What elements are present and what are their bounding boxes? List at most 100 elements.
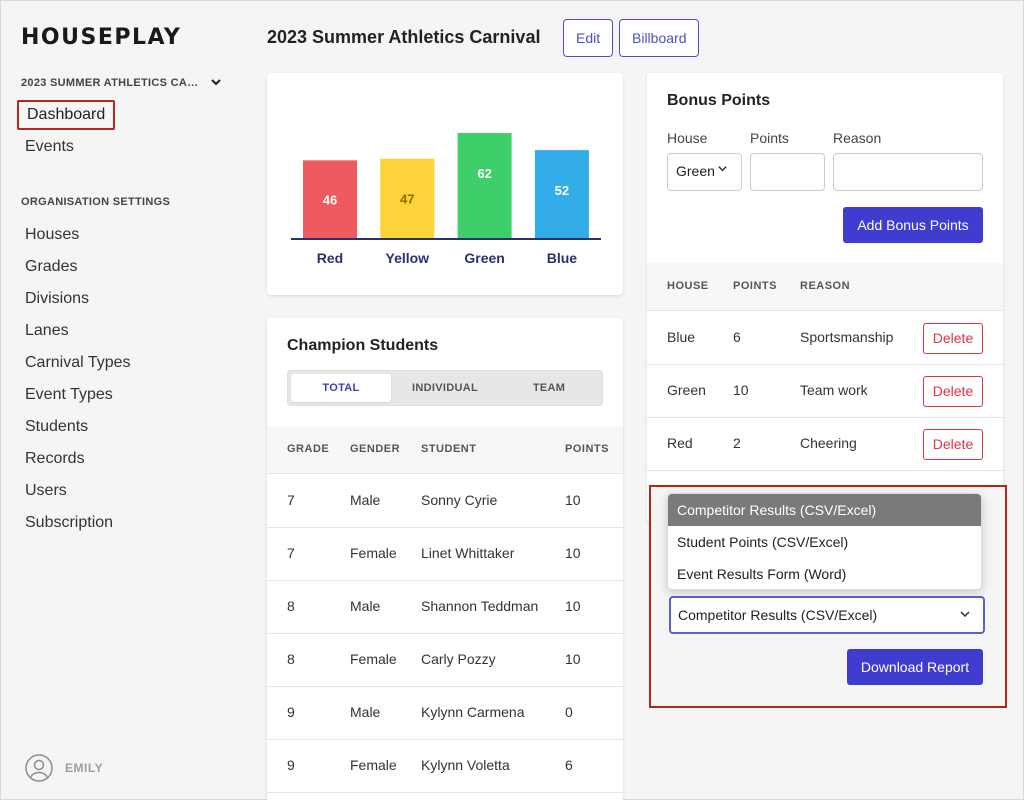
chevron-down-icon — [717, 163, 728, 177]
cell-grade: 8 — [287, 598, 295, 614]
edit-button[interactable]: Edit — [563, 19, 614, 57]
org-settings-heading: ORGANISATION SETTINGS — [21, 196, 171, 208]
tab-total[interactable]: TOTAL — [291, 374, 391, 402]
table-row: Blue 6 Sportsmanship Delete — [647, 312, 1003, 365]
cell-points: 6 — [565, 757, 573, 773]
col-gender: GENDER — [350, 443, 401, 455]
nav-lanes[interactable]: Lanes — [25, 322, 69, 339]
chevron-down-icon — [210, 76, 222, 91]
cell-points: 10 — [565, 545, 581, 561]
cell-gender: Female — [350, 545, 397, 561]
table-row: 7 Female Linet Whittaker 10 — [267, 528, 623, 581]
tab-team[interactable]: TEAM — [532, 382, 566, 394]
tab-individual[interactable]: INDIVIDUAL — [412, 382, 478, 394]
bar-red — [303, 160, 357, 239]
table-row: 9 Female Kylynn Voletta 6 — [267, 740, 623, 793]
table-row: Red 2 Cheering Delete — [647, 418, 1003, 471]
nav-grades[interactable]: Grades — [25, 258, 78, 275]
champion-students-card: Champion Students TOTAL INDIVIDUAL TEAM … — [267, 318, 623, 800]
delete-button[interactable]: Delete — [923, 429, 983, 460]
cell-house: Green — [667, 382, 706, 398]
table-row: 7 Male Sonny Cyrie 10 — [267, 475, 623, 528]
category-label: Blue — [547, 250, 578, 266]
report-option-competitor-results[interactable]: Competitor Results (CSV/Excel) — [668, 494, 981, 526]
nav-users[interactable]: Users — [25, 482, 67, 499]
cell-gender: Male — [350, 704, 381, 720]
house-select[interactable]: Green — [667, 153, 742, 191]
cell-student: Kylynn Voletta — [421, 757, 510, 773]
report-option-event-results-form[interactable]: Event Results Form (Word) — [677, 566, 847, 582]
cell-gender: Female — [350, 757, 397, 773]
bar-value-label: 62 — [477, 166, 491, 181]
points-input[interactable] — [750, 153, 825, 191]
cell-grade: 9 — [287, 757, 295, 773]
bonus-points-title: Bonus Points — [667, 92, 771, 109]
page-title: 2023 Summer Athletics Carnival — [267, 27, 541, 47]
cell-gender: Female — [350, 651, 397, 667]
house-points-chart-card: 46 Red 47 Yellow 62 Green 52 Blue — [267, 73, 623, 295]
nav-students[interactable]: Students — [25, 418, 89, 435]
cell-reason: Sportsmanship — [800, 329, 894, 345]
col-reason: REASON — [800, 280, 851, 292]
nav-houses[interactable]: Houses — [25, 226, 80, 243]
bar-yellow — [380, 158, 435, 239]
reason-input[interactable] — [833, 153, 983, 191]
cell-student: Carly Pozzy — [421, 651, 496, 667]
cell-student: Kylynn Carmena — [421, 704, 525, 720]
carnival-selector-label: 2023 SUMMER ATHLETICS CA… — [21, 77, 199, 89]
cell-grade: 8 — [287, 651, 295, 667]
user-name: EMILY — [65, 761, 104, 775]
nav-divisions[interactable]: Divisions — [25, 290, 90, 307]
col-grade: GRADE — [287, 443, 330, 455]
nav-subscription[interactable]: Subscription — [25, 514, 114, 531]
add-bonus-points-button[interactable]: Add Bonus Points — [843, 207, 983, 243]
cell-reason: Team work — [800, 382, 868, 398]
table-row: 8 Male Shannon Teddman 10 — [267, 581, 623, 634]
delete-button[interactable]: Delete — [923, 376, 983, 407]
carnival-selector[interactable]: 2023 SUMMER ATHLETICS CA… — [21, 77, 227, 89]
nav-events[interactable]: Events — [25, 138, 74, 155]
col-points: POINTS — [733, 280, 777, 292]
bonus-table-header: HOUSE POINTS REASON — [647, 263, 1003, 311]
download-report-button[interactable]: Download Report — [847, 649, 983, 685]
report-option-student-points[interactable]: Student Points (CSV/Excel) — [677, 534, 849, 550]
table-row: 9 Male Kylynn Carmena 0 — [267, 687, 623, 740]
cell-points: 10 — [565, 598, 581, 614]
cell-gender: Male — [350, 492, 381, 508]
cell-grade: 7 — [287, 545, 295, 561]
sidebar: HOUSEPLAY 2023 SUMMER ATHLETICS CA… Dash… — [1, 1, 247, 800]
cell-student: Shannon Teddman — [421, 598, 539, 614]
chevron-down-icon — [959, 608, 971, 623]
report-type-value: Competitor Results (CSV/Excel) — [678, 607, 878, 623]
champion-table-header: GRADE GENDER STUDENT POINTS — [267, 426, 623, 474]
brand-logo: HOUSEPLAY — [21, 25, 182, 50]
house-points-chart: 46 Red 47 Yellow 62 Green 52 Blue — [291, 133, 601, 266]
cell-points: 6 — [733, 329, 741, 345]
nav-records[interactable]: Records — [25, 450, 85, 467]
category-label: Green — [464, 250, 504, 266]
points-label: Points — [750, 130, 789, 146]
user-menu[interactable]: EMILY — [25, 754, 103, 782]
nav-event-types[interactable]: Event Types — [25, 386, 113, 403]
nav-dashboard[interactable]: Dashboard — [17, 100, 116, 130]
cell-points: 10 — [733, 382, 749, 398]
nav-carnival-types[interactable]: Carnival Types — [25, 354, 131, 371]
bar-value-label: 46 — [323, 193, 337, 208]
col-points: POINTS — [565, 443, 609, 455]
table-row: 8 Female Carly Pozzy 10 — [267, 634, 623, 687]
cell-points: 0 — [565, 704, 573, 720]
bar-value-label: 52 — [555, 183, 569, 198]
cell-student: Linet Whittaker — [421, 545, 515, 561]
col-student: STUDENT — [421, 443, 477, 455]
cell-points: 2 — [733, 435, 741, 451]
cell-points: 10 — [565, 492, 581, 508]
house-label: House — [667, 130, 708, 146]
billboard-button[interactable]: Billboard — [619, 19, 700, 57]
report-type-select[interactable]: Competitor Results (CSV/Excel) — [669, 596, 985, 634]
delete-button[interactable]: Delete — [923, 323, 983, 354]
category-label: Yellow — [386, 250, 430, 266]
cell-points: 10 — [565, 651, 581, 667]
cell-house: Blue — [667, 329, 696, 345]
bar-blue — [534, 150, 589, 239]
cell-house: Red — [667, 435, 693, 451]
